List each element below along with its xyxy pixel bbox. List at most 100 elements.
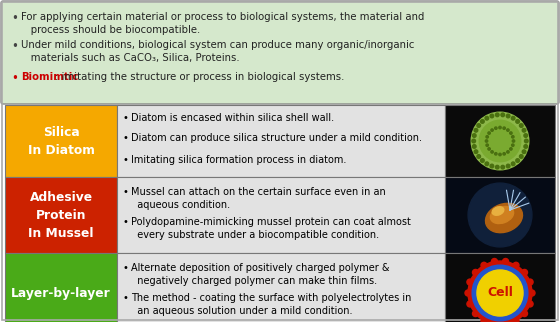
Circle shape [520,155,523,158]
Ellipse shape [492,207,504,215]
Circle shape [520,124,523,127]
Circle shape [512,136,514,138]
Text: For applying certain material or process to biological systems, the material and: For applying certain material or process… [21,12,424,35]
Circle shape [477,270,523,316]
Circle shape [477,155,480,158]
Bar [5,177,117,253]
Circle shape [477,124,480,127]
Circle shape [501,113,505,117]
Circle shape [506,164,510,168]
Circle shape [503,153,505,155]
Circle shape [511,117,515,120]
Circle shape [506,114,510,118]
Circle shape [491,151,493,153]
Text: Adhesive
Protein
In Mussel: Adhesive Protein In Mussel [28,191,94,240]
Text: Imitating silica formation process in diatom.: Imitating silica formation process in di… [131,155,347,165]
Circle shape [473,134,476,137]
Text: Under mild conditions, biological system can produce many organic/inorganic
   m: Under mild conditions, biological system… [21,40,414,63]
Bar [5,253,117,322]
Circle shape [479,120,521,162]
Circle shape [510,132,512,134]
Circle shape [486,136,488,138]
Circle shape [474,150,478,154]
Circle shape [486,144,488,147]
Circle shape [488,132,491,134]
Text: Alternate deposition of positively charged polymer &
  negatively charged polyme: Alternate deposition of positively charg… [131,263,390,286]
Circle shape [474,128,478,132]
Text: Diatom can produce silica structure under a mild condition.: Diatom can produce silica structure unde… [131,133,422,143]
Ellipse shape [491,206,514,223]
Circle shape [467,301,473,307]
Circle shape [481,318,487,322]
Circle shape [527,301,533,307]
Circle shape [516,120,519,123]
Circle shape [496,166,499,169]
Bar [117,253,445,322]
Circle shape [485,117,489,120]
Text: Mussel can attach on the certain surface even in an
  aqueous condition.: Mussel can attach on the certain surface… [131,187,386,210]
Circle shape [516,159,519,162]
Text: Biomimtic: Biomimtic [21,72,78,82]
Text: •: • [123,133,129,143]
Text: •: • [123,113,129,123]
Circle shape [529,290,535,296]
Circle shape [499,153,501,156]
Text: Cell: Cell [487,287,513,299]
Text: Diatom is encased within silica shell wall.: Diatom is encased within silica shell wa… [131,113,334,123]
Text: •: • [11,40,18,53]
Circle shape [525,139,528,143]
Circle shape [513,318,519,322]
Circle shape [494,153,497,155]
Circle shape [468,261,532,322]
Circle shape [472,139,475,143]
Circle shape [502,259,508,264]
Circle shape [524,134,528,137]
Text: •: • [123,155,129,165]
Circle shape [467,279,473,285]
Circle shape [481,262,487,268]
Circle shape [492,259,497,264]
Bar [445,105,555,177]
Circle shape [512,140,515,142]
Circle shape [522,128,526,132]
Circle shape [522,150,526,154]
Circle shape [524,145,528,148]
Circle shape [465,290,471,296]
Circle shape [473,145,476,148]
Text: : imitating the structure or process in biological systems.: : imitating the structure or process in … [55,72,344,82]
Circle shape [491,129,493,131]
Text: •: • [123,263,129,273]
Circle shape [521,270,528,275]
Text: •: • [123,187,129,197]
Circle shape [490,164,494,168]
Circle shape [490,114,494,118]
Bar [5,105,117,177]
Circle shape [480,159,484,162]
Bar [117,177,445,253]
Circle shape [480,120,484,123]
Circle shape [473,311,478,317]
Circle shape [507,151,509,153]
Circle shape [502,321,508,322]
Circle shape [473,270,478,275]
Circle shape [471,112,529,170]
Circle shape [488,148,491,150]
Circle shape [485,162,489,166]
Circle shape [472,265,528,321]
Bar [445,253,555,322]
Text: Silica
In Diatom: Silica In Diatom [27,126,95,156]
Bar [445,177,555,253]
Text: Polydopamine-mimicking mussel protein can coat almost
  every substrate under a : Polydopamine-mimicking mussel protein ca… [131,217,411,240]
Circle shape [503,127,505,129]
Text: The method - coating the surface with polyelectrolytes in
  an aqueous solution : The method - coating the surface with po… [131,293,412,316]
Circle shape [521,311,528,317]
Text: •: • [123,293,129,303]
Circle shape [496,113,499,117]
Ellipse shape [486,203,522,233]
Circle shape [512,144,514,147]
Text: Layer-by-layer: Layer-by-layer [11,287,111,299]
Circle shape [486,140,488,142]
Circle shape [511,162,515,166]
FancyBboxPatch shape [1,1,559,104]
Circle shape [501,166,505,169]
